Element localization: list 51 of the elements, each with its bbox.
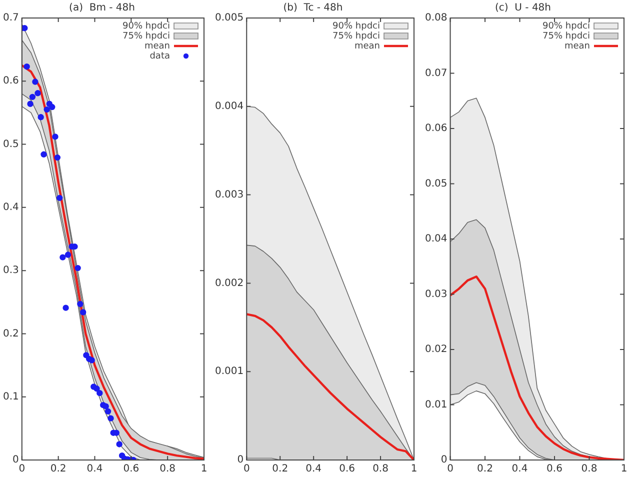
x-tick-label: 0.6 [339, 464, 356, 475]
y-tick-label: 0.3 [2, 265, 19, 276]
y-tick-label: 0.1 [2, 391, 19, 402]
y-tick-label: 0.5 [2, 138, 19, 150]
y-tick-label: 0.7 [2, 12, 19, 24]
y-tick-label: 0 [237, 454, 244, 466]
x-tick-label: 0.8 [160, 464, 176, 475]
y-tick-label: 0.005 [214, 12, 244, 24]
y-tick-label: 0.002 [214, 278, 244, 289]
y-tick-label: 0 [440, 454, 448, 466]
legend-label: mean [564, 41, 590, 52]
x-tick-label: 1 [620, 464, 628, 475]
y-tick-label: 0.07 [425, 68, 448, 79]
y-tick-label: 0.6 [2, 76, 19, 87]
y-tick-label: 0.05 [425, 178, 448, 190]
y-tick-label: 0.4 [2, 202, 19, 214]
x-tick-label: 0.4 [512, 464, 528, 475]
chart-title: (a) Bm - 48h [69, 2, 135, 14]
legend-label: mean [354, 41, 380, 52]
legend-label: 90% hpdci [122, 21, 170, 32]
legend-label: 90% hpdci [542, 21, 590, 32]
y-tick-label: 0.02 [425, 344, 448, 356]
x-tick-label: 0.8 [372, 464, 388, 475]
x-tick-label: 0.4 [86, 464, 103, 475]
x-tick-label: 1 [200, 464, 208, 475]
x-tick-label: 0.2 [272, 464, 288, 475]
x-tick-label: 0.8 [581, 464, 598, 475]
chart-title: (c) U - 48h [494, 2, 552, 14]
x-tick-label: 0.6 [123, 464, 140, 475]
legend-label: 75% hpdci [122, 31, 170, 42]
x-tick-label: 0.4 [306, 464, 322, 475]
x-tick-label: 1 [410, 464, 418, 475]
legend-label: 90% hpdci [332, 21, 380, 32]
y-tick-label: 0.03 [425, 288, 448, 300]
y-tick-label: 0.003 [214, 189, 244, 200]
y-tick-label: 0 [12, 454, 19, 466]
y-tick-label: 0.004 [214, 100, 244, 112]
y-tick-label: 0.08 [425, 12, 448, 24]
y-tick-label: 0.04 [425, 234, 448, 245]
x-tick-label: 0.6 [546, 464, 562, 475]
chart-title: (b) Tc - 48h [283, 2, 343, 14]
y-tick-label: 0.001 [214, 366, 244, 378]
legend-label: data [150, 51, 170, 62]
legend-label: 75% hpdci [542, 31, 590, 42]
x-tick-label: 0.2 [477, 464, 493, 475]
y-tick-label: 0.06 [425, 123, 448, 134]
legend-label: 75% hpdci [332, 31, 380, 42]
x-tick-label: 0.2 [50, 464, 66, 475]
legend-label: mean [144, 41, 170, 52]
y-tick-label: 0.2 [2, 328, 19, 340]
y-tick-label: 0.01 [425, 399, 448, 410]
